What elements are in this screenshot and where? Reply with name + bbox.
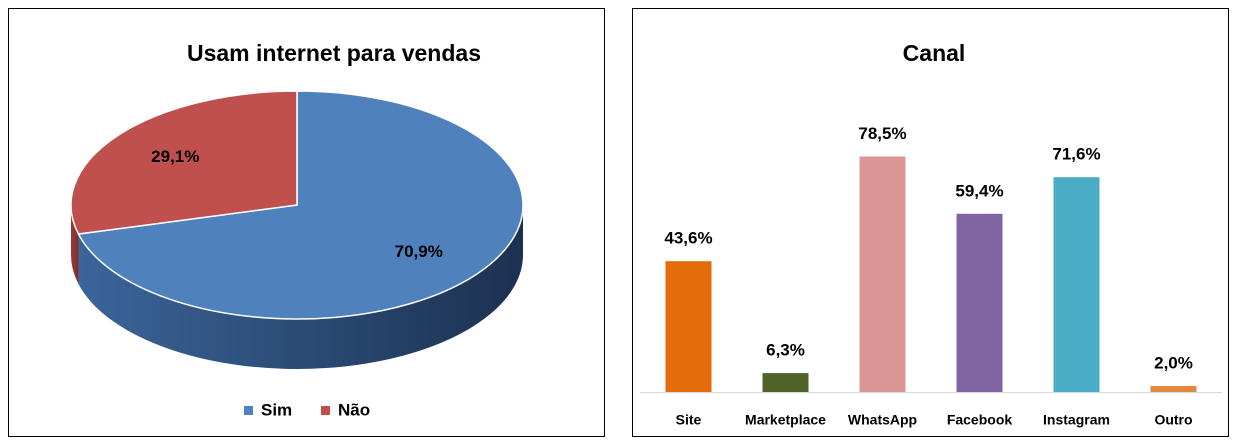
- legend-label: Não: [338, 400, 370, 419]
- x-tick-label: Marketplace: [745, 412, 826, 428]
- pie-title: Usam internet para vendas: [187, 40, 481, 66]
- bar: [665, 261, 712, 392]
- data-label: 43,6%: [664, 229, 712, 248]
- legend-swatch: [244, 406, 253, 415]
- legend-swatch: [321, 406, 330, 415]
- x-tick-label: Instagram: [1043, 412, 1110, 428]
- panel-right: [632, 8, 1229, 437]
- x-tick-label: Facebook: [947, 412, 1013, 428]
- x-tick-label: WhatsApp: [848, 412, 917, 428]
- data-label: 70,9%: [395, 242, 443, 261]
- bar: [956, 213, 1003, 392]
- x-tick-label: Outro: [1154, 412, 1192, 428]
- data-label: 78,5%: [858, 124, 906, 143]
- data-label: 59,4%: [955, 181, 1003, 200]
- bar-title: Canal: [903, 40, 966, 66]
- data-label: 6,3%: [766, 341, 805, 360]
- pie-slice: [70, 90, 298, 235]
- bar: [762, 373, 809, 392]
- bar: [1150, 386, 1197, 392]
- pie-side: [71, 205, 79, 285]
- pie-side: [78, 205, 523, 369]
- data-label: 29,1%: [151, 147, 199, 166]
- data-label: 71,6%: [1052, 145, 1100, 164]
- legend-label: Sim: [261, 400, 292, 419]
- bar: [859, 156, 906, 392]
- data-label: 2,0%: [1154, 353, 1193, 372]
- pie-slice: [77, 90, 524, 320]
- bar: [1053, 177, 1100, 392]
- x-tick-label: Site: [676, 412, 702, 428]
